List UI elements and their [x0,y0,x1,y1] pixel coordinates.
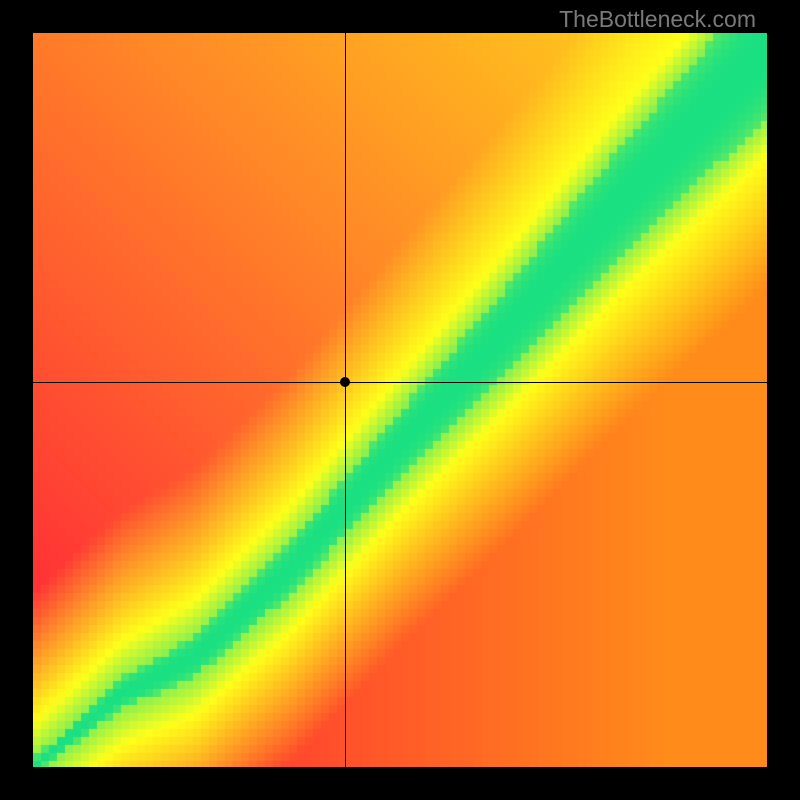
crosshair-marker [340,377,350,387]
crosshair-horizontal [33,382,767,383]
watermark: TheBottleneck.com [559,6,756,33]
heatmap-canvas [33,33,767,767]
crosshair-vertical [345,33,346,767]
heatmap-plot [33,33,767,767]
